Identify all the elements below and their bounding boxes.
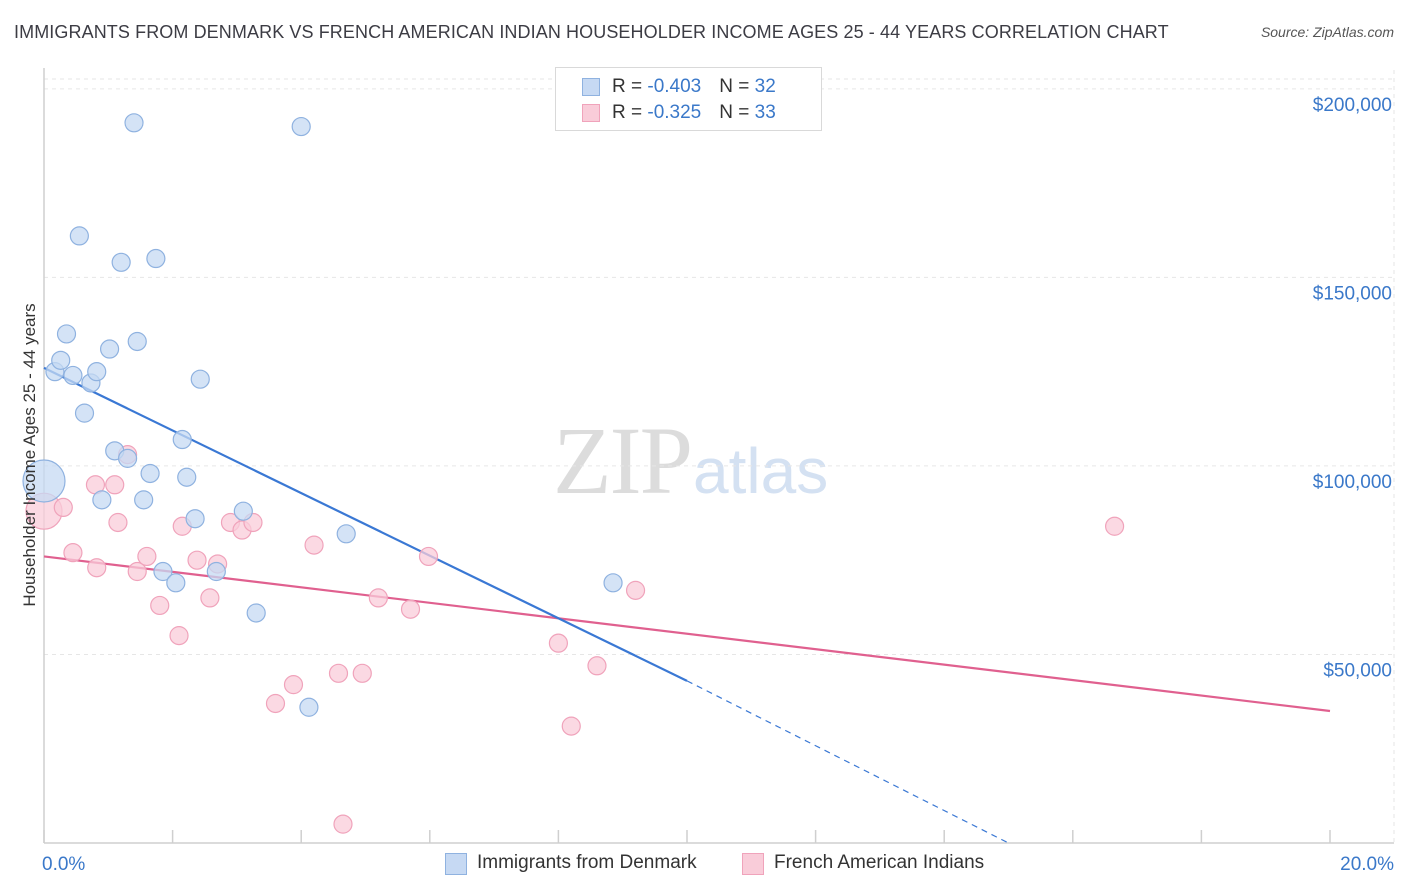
point-denmark bbox=[117, 448, 138, 468]
watermark-atlas: atlas bbox=[693, 435, 829, 507]
chart-title: IMMIGRANTS FROM DENMARK VS FRENCH AMERIC… bbox=[14, 22, 1169, 42]
point-french bbox=[265, 693, 286, 714]
tick-labels: $50,000 $100,000 $150,000 $200,000 0.0% 20.0% bbox=[42, 95, 1394, 875]
point-denmark bbox=[99, 339, 120, 359]
point-denmark bbox=[140, 463, 160, 484]
point-denmark bbox=[56, 324, 77, 344]
point-french bbox=[625, 580, 646, 600]
point-denmark bbox=[185, 509, 205, 529]
point-french bbox=[283, 675, 304, 695]
point-french bbox=[187, 550, 207, 570]
x-tick-label: 0.0% bbox=[42, 854, 85, 875]
point-denmark bbox=[124, 113, 144, 133]
point-denmark bbox=[74, 403, 95, 423]
point-french bbox=[328, 663, 349, 683]
point-denmark bbox=[127, 331, 147, 352]
point-denmark bbox=[69, 226, 89, 246]
legend-r-value: -0.403 bbox=[647, 76, 702, 97]
bottom-legend-label-denmark: Immigrants from Denmark bbox=[477, 852, 697, 873]
point-french bbox=[304, 535, 324, 555]
watermark: ZIPatlas bbox=[553, 405, 828, 516]
point-denmark bbox=[22, 459, 66, 503]
data-points bbox=[22, 113, 1125, 834]
point-denmark bbox=[51, 350, 71, 370]
point-french bbox=[1104, 516, 1125, 536]
x-tick-label: 20.0% bbox=[1340, 854, 1394, 875]
y-axis-label: Householder Income Ages 25 - 44 years bbox=[20, 303, 39, 607]
stats-legend: R = -0.403 N = 32 R = -0.325 N = 33 bbox=[555, 67, 822, 131]
trend-line-denmark bbox=[43, 366, 688, 682]
trend-line-french bbox=[43, 555, 1331, 713]
point-denmark bbox=[190, 369, 210, 389]
point-denmark bbox=[111, 252, 131, 272]
point-french bbox=[63, 543, 83, 563]
point-french bbox=[587, 656, 607, 676]
bottom-legend-swatch-denmark bbox=[445, 853, 467, 875]
axes bbox=[43, 68, 1394, 844]
legend-n-label: N = bbox=[719, 76, 755, 97]
point-french bbox=[400, 599, 421, 619]
point-denmark bbox=[166, 573, 186, 593]
point-denmark bbox=[299, 697, 319, 717]
point-denmark bbox=[603, 573, 623, 593]
trend-extension-denmark bbox=[686, 680, 1009, 844]
legend-n-label: N = bbox=[719, 102, 755, 123]
point-denmark bbox=[246, 603, 266, 623]
point-french bbox=[548, 633, 569, 653]
point-french bbox=[418, 546, 439, 567]
point-french bbox=[368, 588, 388, 608]
point-denmark bbox=[134, 490, 154, 510]
legend-n-value: 33 bbox=[754, 102, 776, 123]
point-french bbox=[137, 546, 157, 567]
point-french bbox=[105, 475, 125, 495]
grid-lines bbox=[44, 70, 1395, 843]
point-french bbox=[150, 595, 170, 616]
point-denmark bbox=[87, 362, 107, 382]
point-french bbox=[169, 626, 189, 646]
legend-r-label: R = bbox=[612, 102, 648, 123]
point-french bbox=[127, 561, 147, 582]
point-french bbox=[200, 588, 220, 608]
y-tick-label: $150,000 bbox=[1313, 283, 1392, 304]
y-tick-label: $50,000 bbox=[1323, 660, 1392, 681]
point-french bbox=[561, 716, 581, 736]
legend-swatch-denmark bbox=[582, 78, 600, 96]
point-denmark bbox=[172, 429, 192, 450]
point-french bbox=[53, 497, 73, 518]
legend-text-french: R = -0.325 N = 33 bbox=[612, 102, 776, 124]
bottom-legend-label-french: French American Indians bbox=[774, 852, 985, 873]
legend-r-label: R = bbox=[612, 76, 648, 97]
legend-swatch-french bbox=[582, 104, 600, 122]
source-credit: Source: ZipAtlas.com bbox=[1260, 24, 1394, 40]
point-french bbox=[333, 814, 353, 834]
point-denmark bbox=[63, 365, 83, 386]
point-french bbox=[108, 512, 128, 533]
point-denmark bbox=[336, 524, 356, 544]
point-denmark bbox=[153, 561, 173, 582]
legend-text-denmark: R = -0.403 N = 32 bbox=[612, 76, 776, 98]
point-denmark bbox=[92, 490, 112, 510]
y-tick-label: $100,000 bbox=[1313, 472, 1392, 493]
point-denmark bbox=[233, 501, 253, 521]
point-denmark bbox=[146, 248, 166, 269]
bottom-legend-swatch-french bbox=[742, 853, 764, 875]
watermark-zip: ZIP bbox=[553, 407, 693, 514]
point-denmark bbox=[177, 467, 197, 487]
point-french bbox=[352, 663, 372, 683]
legend-r-value: -0.325 bbox=[647, 102, 702, 123]
y-tick-label: $200,000 bbox=[1313, 95, 1392, 116]
trend-lines bbox=[43, 366, 1331, 844]
point-french bbox=[87, 558, 107, 578]
point-denmark bbox=[206, 561, 226, 582]
legend-n-value: 32 bbox=[754, 76, 776, 97]
point-denmark bbox=[291, 116, 311, 137]
